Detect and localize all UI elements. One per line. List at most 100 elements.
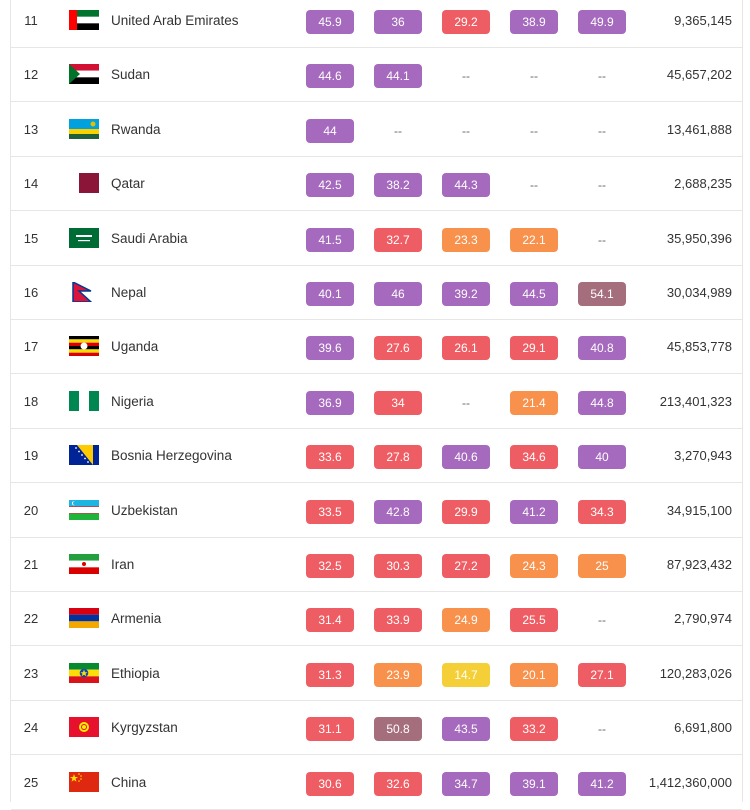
score-badge: -- (530, 69, 538, 84)
population-value: 45,853,778 (666, 339, 732, 355)
table-row[interactable]: 14 Qatar 42.5 38.2 44.3 -- -- 2,688,235 (11, 157, 742, 212)
country-name[interactable]: China (111, 774, 147, 790)
country-name[interactable]: Uzbekistan (111, 502, 178, 518)
rank-number: 14 (23, 176, 39, 192)
score-badge: 41.5 (306, 227, 354, 252)
population-value: 2,688,235 (674, 176, 732, 192)
score-badge: 33.6 (306, 445, 354, 470)
score-badge: 21.4 (510, 390, 558, 415)
country-name[interactable]: Iran (111, 557, 135, 572)
score-badge: 41.2 (578, 771, 626, 796)
score-badge: 23.9 (374, 662, 422, 687)
population-value: 45,657,202 (666, 67, 732, 83)
score-badge: 49.9 (578, 10, 626, 34)
rank-number: 25 (23, 774, 39, 790)
uae-flag-icon (69, 10, 99, 30)
score-badge: 41.2 (510, 499, 558, 524)
score-badge: -- (530, 178, 538, 193)
rank-number: 23 (23, 665, 39, 681)
score-badge: 44.6 (306, 64, 354, 89)
country-name[interactable]: Nepal (111, 285, 147, 300)
score-badge: 29.9 (442, 499, 490, 524)
population-value: 9,365,145 (674, 13, 732, 28)
score-badge: 34.3 (578, 499, 626, 524)
country-name[interactable]: Armenia (111, 611, 162, 627)
population-value: 30,034,989 (666, 285, 732, 300)
population-value: 3,270,943 (674, 448, 732, 464)
country-name[interactable]: Rwanda (111, 121, 161, 137)
score-badge: 32.5 (306, 554, 354, 578)
ranking-table: 11 United Arab Emirates 45.9 36 29.2 38.9 49.9… (10, 0, 743, 810)
score-badge: 40 (578, 445, 626, 470)
score-badge: 42.8 (374, 499, 422, 524)
table-row[interactable]: 12 Sudan 44.6 44.1 -- -- -- 45,657,202 (11, 48, 742, 103)
score-badge: 34 (374, 390, 422, 415)
table-row[interactable]: 19 Bosnia Herzegovina 33.6 27.8 40.6 34.6 40 3,… (11, 429, 742, 484)
score-badge: 50.8 (374, 717, 422, 742)
population-value: 6,691,800 (674, 720, 732, 736)
table-row[interactable]: 20 Uzbekistan 33.5 42.8 29.9 41.2 34.3 34,915,1… (11, 484, 742, 538)
population-value: 34,915,100 (666, 502, 732, 518)
score-badge: -- (598, 178, 606, 193)
table-row[interactable]: 22 Armenia 31.4 33.9 24.9 25.5 -- 2,790,974 (11, 592, 742, 647)
score-badge: 14.7 (442, 662, 490, 687)
country-name[interactable]: United Arab Emirates (111, 13, 239, 28)
score-badge: 22.1 (510, 227, 558, 252)
nepal-flag-icon (69, 282, 99, 302)
score-badge: 46 (374, 282, 422, 306)
table-row[interactable]: 13 Rwanda 44 -- -- -- -- 13,461,888 (11, 103, 742, 157)
rank-number: 13 (23, 121, 39, 137)
table-row[interactable]: 18 Nigeria 36.9 34 -- 21.4 44.8 213,401,323 (11, 375, 742, 429)
table-row[interactable]: 16 Nepal 40.1 46 39.2 44.5 54.1 30,034,989 (11, 266, 742, 320)
population-value: 35,950,396 (666, 230, 732, 246)
score-badge: 25.5 (510, 608, 558, 633)
population-value: 2,790,974 (674, 611, 732, 627)
table-row[interactable]: 11 United Arab Emirates 45.9 36 29.2 38.9 49.9… (11, 0, 742, 48)
score-badge: -- (598, 123, 606, 138)
table-row[interactable]: 24 Kyrgyzstan 31.1 50.8 43.5 33.2 -- 6,691,800 (11, 701, 742, 756)
score-badge: 31.3 (306, 662, 354, 687)
rank-number: 16 (23, 285, 39, 300)
score-badge: 38.2 (374, 173, 422, 198)
country-name[interactable]: Kyrgyzstan (111, 720, 178, 736)
score-badge: -- (598, 613, 606, 628)
population-value: 120,283,026 (659, 665, 732, 681)
rank-number: 18 (23, 393, 39, 409)
country-name[interactable]: Nigeria (111, 393, 154, 409)
country-name[interactable]: Qatar (111, 176, 145, 192)
score-badge: 45.9 (306, 10, 354, 34)
score-badge: 27.8 (374, 445, 422, 470)
country-name[interactable]: Saudi Arabia (111, 230, 188, 246)
table-row[interactable]: 17 Uganda 39.6 27.6 26.1 29.1 40.8 45,853,778 (11, 320, 742, 375)
score-badge: 40.6 (442, 445, 490, 470)
score-badge: 40.8 (578, 336, 626, 361)
score-badge: 39.1 (510, 771, 558, 796)
table-row[interactable]: 23 Ethiopia 31.3 23.9 14.7 20.1 27.1 120,283,02… (11, 647, 742, 701)
country-name[interactable]: Ethiopia (111, 665, 160, 681)
score-badge: 33.5 (306, 499, 354, 524)
score-badge: 29.2 (442, 10, 490, 34)
score-badge: 27.6 (374, 336, 422, 361)
rank-number: 22 (23, 611, 39, 627)
table-row[interactable]: 21 Iran 32.5 30.3 27.2 24.3 25 87,923,432 (11, 538, 742, 592)
table-row[interactable]: 15 Saudi Arabia 41.5 32.7 23.3 22.1 -- 35,950,3… (11, 212, 742, 266)
country-name[interactable]: Sudan (111, 67, 151, 83)
rank-number: 15 (23, 230, 39, 246)
score-badge: 30.6 (306, 771, 354, 796)
score-badge: 44.8 (578, 390, 626, 415)
population-value: 213,401,323 (659, 393, 732, 409)
qatar-flag-icon (69, 173, 99, 194)
score-badge: 42.5 (306, 173, 354, 198)
score-badge: 34.7 (442, 771, 490, 796)
uganda-flag-icon (69, 336, 99, 357)
iran-flag-icon (69, 554, 99, 574)
country-name[interactable]: Bosnia Herzegovina (111, 448, 232, 464)
score-badge: 24.9 (442, 608, 490, 633)
population-value: 13,461,888 (666, 121, 732, 137)
score-badge: 29.1 (510, 336, 558, 361)
table-row[interactable]: 25 China 30.6 32.6 34.7 39.1 41.2 1,412,360,000 (11, 756, 742, 810)
score-badge: -- (530, 123, 538, 138)
country-name[interactable]: Uganda (111, 339, 159, 355)
rwanda-flag-icon (69, 118, 99, 139)
population-value: 1,412,360,000 (648, 774, 732, 790)
